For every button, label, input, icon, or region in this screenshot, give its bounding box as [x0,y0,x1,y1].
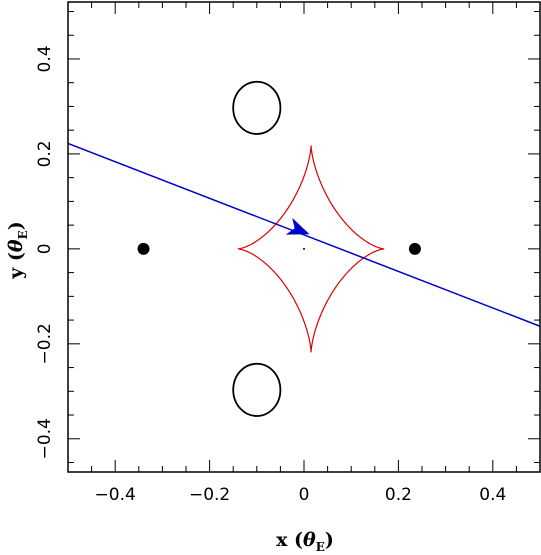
y-tick-labels: −0.4 −0.2 0 0.2 0.4 [35,45,55,459]
axis-ticks [67,2,541,472]
x-axis-title: x (θE) [276,529,334,554]
y-tick-label: 0.2 [35,140,55,167]
x-tick-label: −0.2 [189,485,230,505]
x-tick-label: 0.4 [479,485,506,505]
lens-points [137,242,421,255]
caustic-group [237,145,385,353]
y-axis-title: y (θE) [5,221,30,280]
center-dot [303,247,305,250]
y-tick-label: −0.4 [35,418,55,459]
x-tick-label: −0.4 [95,485,136,505]
lens-point [408,242,421,255]
source-trajectory [67,142,541,327]
caustic-curve [237,145,385,353]
critical-curve [232,362,282,417]
critical-curve [232,80,282,135]
y-tick-label: −0.2 [35,323,55,364]
critical-curves [232,80,282,417]
trajectory-group [67,142,541,327]
y-tick-label: 0.4 [35,45,55,72]
x-tick-label: 0.2 [385,485,412,505]
lens-point [137,242,150,255]
trajectory-arrow [285,217,310,235]
x-tick-labels: −0.4 −0.2 0 0.2 0.4 [95,485,507,505]
x-tick-label: 0 [299,485,310,505]
plot-frame [67,1,541,473]
y-tick-label: 0 [35,243,55,254]
